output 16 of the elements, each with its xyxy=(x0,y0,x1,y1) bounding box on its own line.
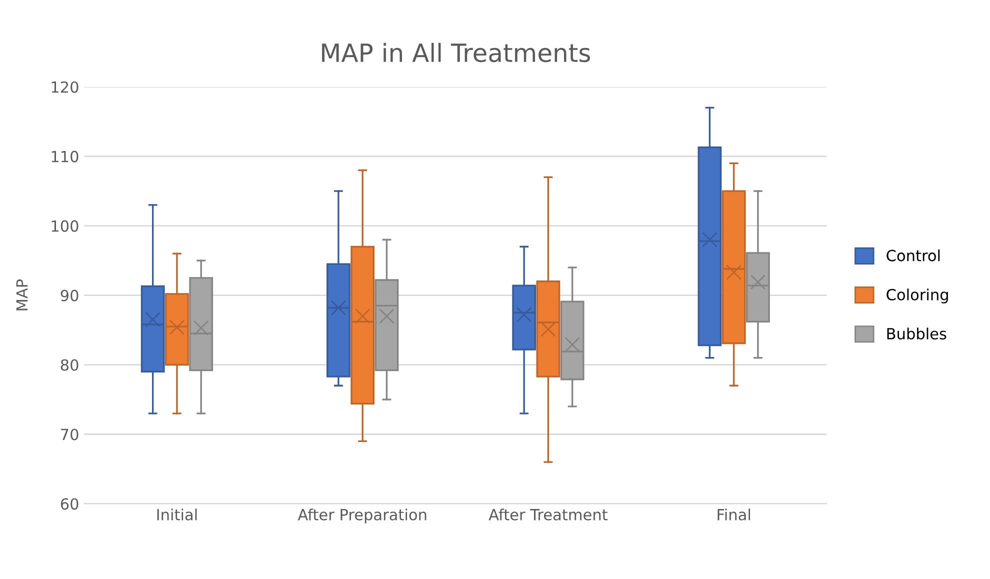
y-tick-label: 70 xyxy=(61,428,78,440)
y-tick-label: 110 xyxy=(52,150,78,162)
y-tick-label: 60 xyxy=(60,498,78,510)
y-tick-label: 90 xyxy=(60,290,78,302)
chart-title: MAP in All Treatments xyxy=(322,42,590,62)
y-axis-title: MAP xyxy=(16,279,28,310)
x-tick-label: Initial xyxy=(157,508,197,520)
legend-label: Control xyxy=(886,250,940,262)
x-tick-label: After Preparation xyxy=(298,508,426,524)
y-tick-label: 100 xyxy=(52,220,78,232)
x-tick-label: Final xyxy=(718,508,750,520)
legend-label: Coloring xyxy=(886,288,948,304)
x-tick-label: After Treatment xyxy=(488,508,608,520)
y-tick-label: 80 xyxy=(60,359,78,371)
legend-label: Bubbles xyxy=(887,328,946,340)
y-tick-label: 120 xyxy=(52,81,78,93)
